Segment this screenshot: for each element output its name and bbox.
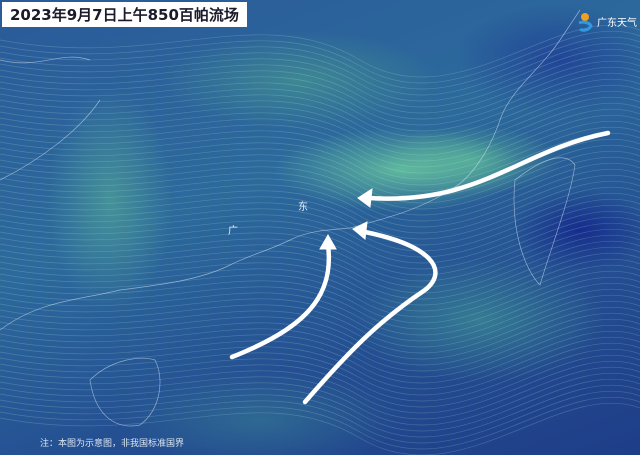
- disclaimer-note: 注：本图为示意图，非我国标准国界: [40, 439, 185, 449]
- map-title: 2023年9月7日上午850百帕流场: [2, 2, 247, 27]
- flow-arrows: [229, 130, 611, 405]
- place-label: 广: [228, 226, 238, 237]
- logo-text: 广东天气: [597, 17, 637, 29]
- place-label: 东: [298, 202, 308, 213]
- logo: 广东天气: [576, 10, 637, 32]
- streamline: [0, 24, 640, 455]
- coastlines: [0, 9, 581, 427]
- sun-wave-logo-icon: [578, 13, 593, 32]
